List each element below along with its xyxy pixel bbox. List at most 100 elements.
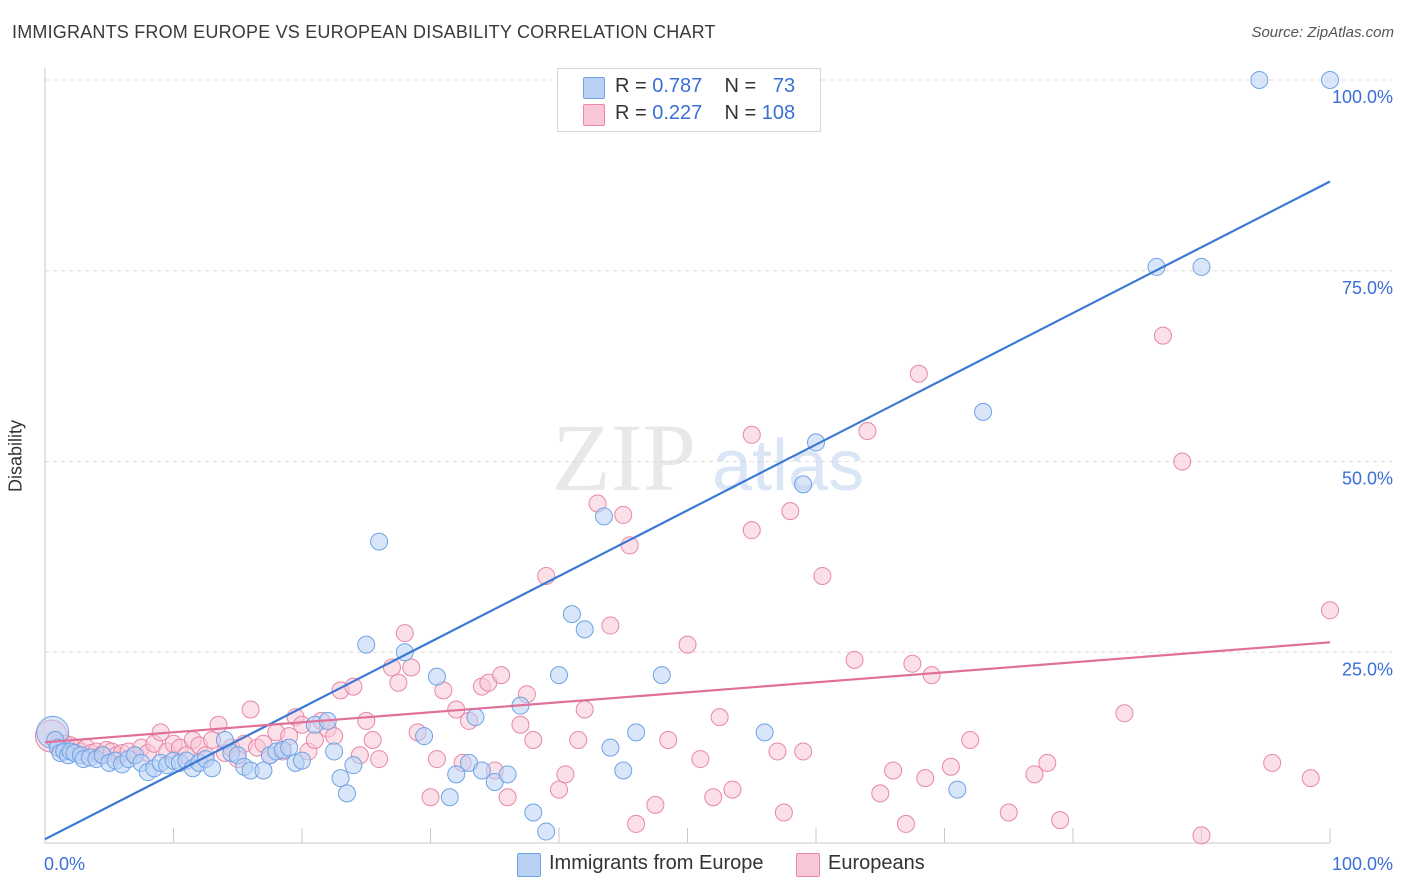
europeans-point[interactable] — [1173, 452, 1192, 471]
immigrants-point[interactable] — [498, 765, 517, 784]
europeans-point[interactable] — [941, 757, 960, 776]
europeans-point[interactable] — [492, 666, 511, 685]
legend-r-label: R = — [615, 102, 647, 124]
europeans-point[interactable] — [1038, 753, 1057, 772]
immigrants-point[interactable] — [280, 738, 299, 757]
europeans-point[interactable] — [1025, 765, 1044, 784]
europeans-point[interactable] — [742, 425, 761, 444]
legend-swatch-europeans — [583, 104, 605, 126]
legend-n-label: N = — [724, 75, 757, 97]
europeans-point[interactable] — [858, 421, 877, 440]
europeans-point[interactable] — [427, 750, 446, 769]
europeans-point[interactable] — [1301, 769, 1320, 788]
europeans-point[interactable] — [524, 730, 543, 749]
immigrants-point[interactable] — [254, 761, 273, 780]
immigrants-point[interactable] — [293, 751, 311, 770]
europeans-point[interactable] — [1192, 826, 1211, 845]
europeans-point[interactable] — [884, 761, 903, 780]
y-tick-label: 100.0% — [1332, 87, 1393, 107]
immigrants-point[interactable] — [524, 803, 543, 822]
immigrants-point[interactable] — [427, 667, 446, 686]
immigrants-point[interactable] — [466, 708, 485, 727]
europeans-point[interactable] — [916, 769, 935, 788]
immigrants-point[interactable] — [447, 765, 466, 784]
europeans-point[interactable] — [922, 666, 941, 685]
europeans-point[interactable] — [903, 654, 922, 673]
immigrants-point[interactable] — [614, 761, 633, 780]
immigrants-point[interactable] — [537, 822, 556, 841]
immigrants-point[interactable] — [550, 666, 568, 685]
immigrants-point[interactable] — [1321, 71, 1339, 89]
europeans-point[interactable] — [794, 742, 813, 761]
immigrants-point[interactable] — [575, 620, 594, 639]
europeans-point[interactable] — [896, 814, 915, 833]
europeans-point[interactable] — [241, 700, 260, 719]
europeans-point[interactable] — [961, 730, 980, 749]
europeans-point[interactable] — [370, 750, 389, 769]
europeans-point[interactable] — [395, 624, 414, 643]
y-axis-label: Disability — [5, 419, 26, 493]
immigrants-point[interactable] — [1192, 257, 1211, 276]
europeans-point[interactable] — [781, 502, 800, 521]
immigrants-point[interactable] — [331, 769, 350, 788]
europeans-point[interactable] — [209, 715, 228, 734]
europeans-point[interactable] — [556, 765, 575, 784]
europeans-point[interactable] — [357, 711, 376, 730]
immigrants-point[interactable] — [357, 635, 376, 654]
europeans-point[interactable] — [389, 673, 408, 692]
immigrants-point[interactable] — [974, 402, 993, 421]
europeans-point[interactable] — [710, 708, 729, 727]
europeans-point[interactable] — [627, 814, 646, 833]
europeans-point[interactable] — [659, 730, 678, 749]
immigrants-point[interactable] — [627, 723, 646, 742]
europeans-point[interactable] — [774, 803, 793, 822]
europeans-point[interactable] — [1051, 811, 1070, 830]
europeans-point[interactable] — [325, 727, 344, 746]
immigrants-point[interactable] — [948, 780, 967, 799]
immigrants-point[interactable] — [562, 605, 581, 624]
europeans-point[interactable] — [498, 788, 517, 807]
immigrants-point[interactable] — [440, 788, 459, 807]
europeans-point[interactable] — [909, 364, 928, 383]
europeans-point[interactable] — [871, 784, 890, 803]
europeans-point[interactable] — [1321, 601, 1339, 620]
immigrants-point[interactable] — [325, 742, 344, 761]
immigrants-point[interactable] — [794, 475, 813, 494]
europeans-point[interactable] — [646, 795, 665, 814]
immigrants-point[interactable] — [755, 723, 774, 742]
immigrants-point[interactable] — [601, 738, 620, 757]
europeans-point[interactable] — [845, 650, 864, 669]
immigrants-point[interactable] — [1250, 71, 1269, 89]
europeans-point[interactable] — [704, 788, 723, 807]
immigrants-point[interactable] — [370, 532, 389, 551]
europeans-point[interactable] — [813, 566, 832, 585]
europeans-point[interactable] — [569, 730, 588, 749]
immigrants-point[interactable] — [344, 756, 363, 775]
y-tick-label: 25.0% — [1342, 659, 1393, 679]
europeans-point[interactable] — [550, 780, 568, 799]
immigrants-point[interactable] — [415, 727, 434, 746]
europeans-point[interactable] — [768, 742, 787, 761]
immigrants-point[interactable] — [472, 761, 491, 780]
europeans-point[interactable] — [575, 700, 594, 719]
europeans-point[interactable] — [402, 658, 421, 677]
immigrants-point[interactable] — [652, 666, 671, 685]
europeans-point[interactable] — [601, 616, 620, 635]
immigrants-point[interactable] — [203, 759, 222, 778]
europeans-point[interactable] — [1263, 753, 1282, 772]
europeans-point[interactable] — [363, 730, 382, 749]
legend-swatch-immigrants — [583, 77, 605, 99]
europeans-point[interactable] — [678, 635, 697, 654]
immigrants-point[interactable] — [337, 784, 356, 803]
europeans-point[interactable] — [999, 803, 1018, 822]
europeans-point[interactable] — [742, 521, 761, 540]
europeans-point[interactable] — [614, 505, 633, 524]
legend-n-value: 108 — [761, 102, 796, 124]
europeans-point[interactable] — [1115, 704, 1134, 723]
europeans-point[interactable] — [691, 750, 710, 769]
europeans-point[interactable] — [511, 715, 530, 734]
europeans-point[interactable] — [723, 780, 742, 799]
europeans-point[interactable] — [421, 788, 440, 807]
immigrants-point[interactable] — [594, 507, 613, 526]
europeans-point[interactable] — [1153, 326, 1172, 345]
